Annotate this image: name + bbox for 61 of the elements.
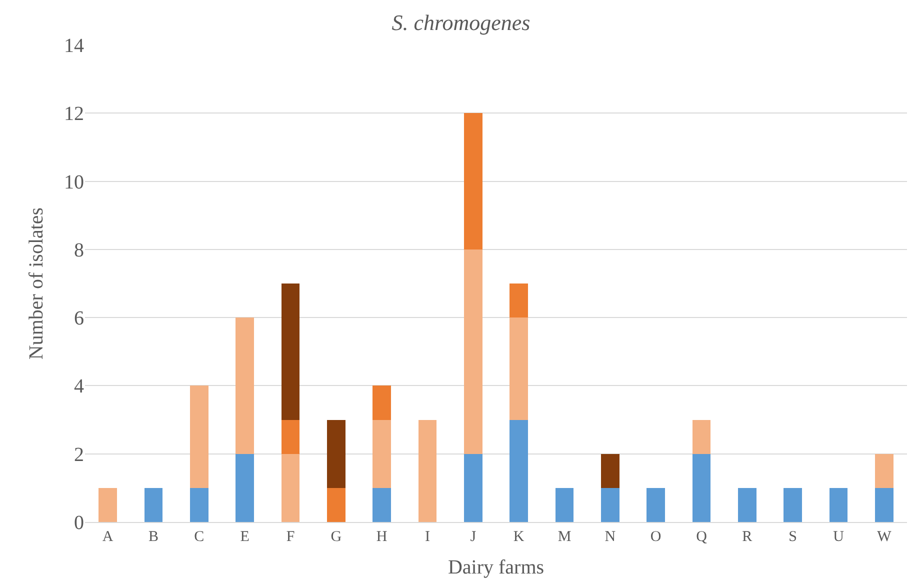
- bar: [372, 488, 391, 522]
- bar: [510, 284, 528, 318]
- x-tick-label: R: [742, 529, 752, 545]
- bar: [738, 488, 756, 522]
- bar: [190, 386, 208, 488]
- x-tick-label: M: [558, 529, 572, 545]
- bar: [510, 318, 528, 420]
- bar: [327, 420, 346, 488]
- x-tick-label: J: [470, 529, 476, 545]
- x-tick-label: O: [650, 529, 662, 545]
- y-tick-label: 8: [74, 239, 84, 262]
- bar: [98, 488, 117, 522]
- x-tick-label: S: [788, 529, 797, 545]
- bar: [144, 488, 163, 522]
- bar: [601, 488, 620, 522]
- y-tick-label: 14: [64, 35, 84, 57]
- bar: [464, 454, 482, 522]
- bar: [190, 488, 208, 522]
- x-tick-label: W: [877, 529, 892, 545]
- bar: [464, 249, 482, 454]
- x-tick-label: K: [513, 529, 524, 545]
- bar: [784, 488, 802, 522]
- x-tick-label: Q: [696, 529, 708, 545]
- y-tick-label: 0: [74, 512, 84, 534]
- bar: [236, 454, 254, 522]
- bar: [555, 488, 574, 522]
- x-tick-label: N: [604, 529, 616, 545]
- y-tick-label: 2: [74, 444, 84, 466]
- x-tick-label: G: [330, 529, 342, 545]
- x-tick-label: A: [102, 529, 114, 545]
- y-tick-label: 10: [64, 171, 84, 194]
- x-tick-label: E: [240, 529, 250, 545]
- bar: [875, 454, 894, 488]
- y-tick-label: 12: [64, 103, 84, 126]
- chart-title: S. chromogenes: [392, 10, 530, 36]
- x-tick-label: B: [148, 529, 159, 545]
- x-tick-label: I: [425, 529, 430, 545]
- bar: [510, 420, 528, 522]
- bar: [646, 488, 665, 522]
- bar: [372, 420, 391, 488]
- y-tick-label: 4: [74, 376, 84, 398]
- y-tick-label: 6: [74, 308, 84, 330]
- bar: [327, 488, 346, 522]
- bar: [281, 454, 300, 522]
- bar: [601, 454, 620, 488]
- bar: [464, 113, 482, 250]
- x-tick-label: U: [833, 529, 844, 545]
- bar: [875, 488, 894, 522]
- x-tick-label: H: [376, 529, 388, 545]
- bar: [281, 420, 300, 454]
- x-tick-label: F: [286, 529, 295, 545]
- bar: [692, 454, 711, 522]
- bar: [372, 386, 391, 420]
- y-axis-title: Number of isolates: [26, 207, 48, 360]
- bar: [692, 420, 711, 454]
- bar: [829, 488, 848, 522]
- bar: [236, 318, 254, 454]
- x-axis-title: Dairy farms: [448, 556, 544, 578]
- x-tick-label: C: [194, 529, 204, 545]
- bar: [281, 284, 300, 420]
- bar: [418, 420, 437, 522]
